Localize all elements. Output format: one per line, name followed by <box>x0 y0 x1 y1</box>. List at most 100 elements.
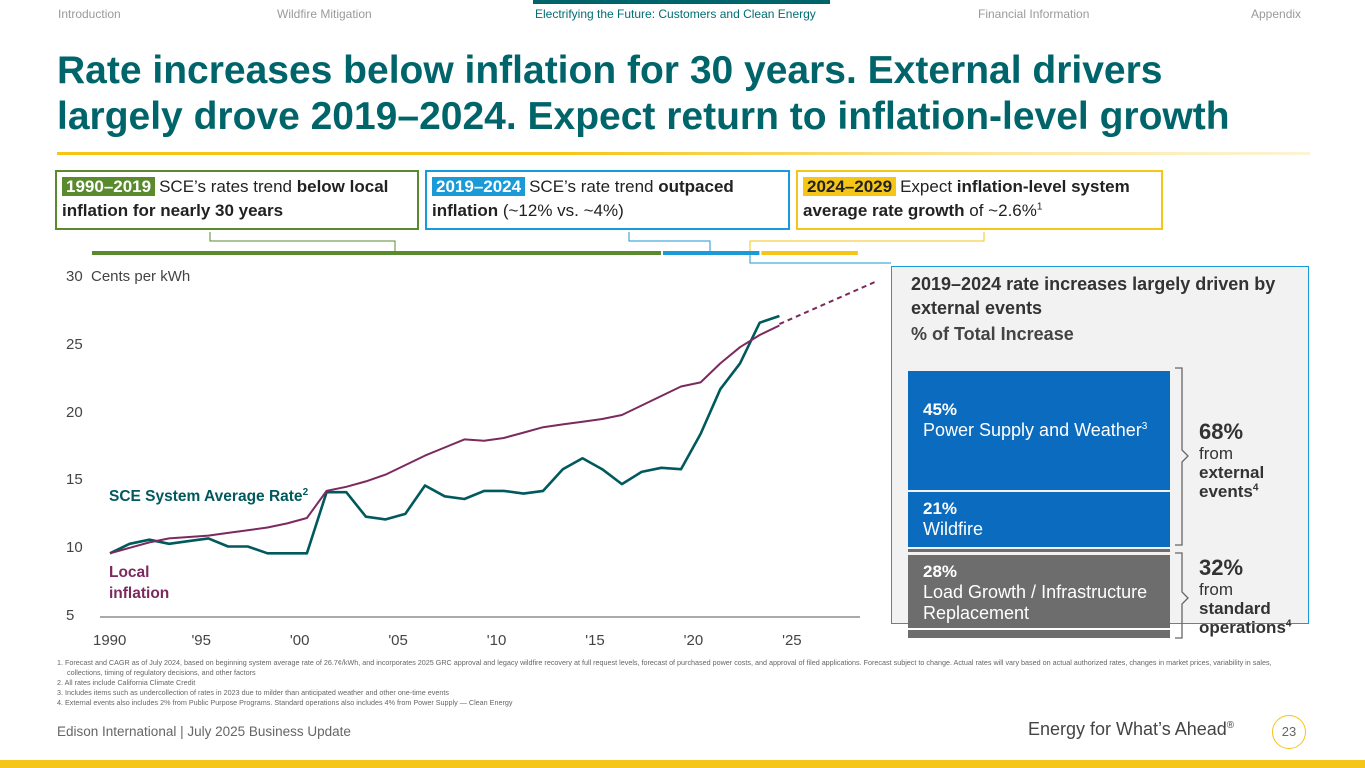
x-tick-label: '25 <box>782 632 802 649</box>
nav-financial-information[interactable]: Financial Information <box>978 7 1090 21</box>
footnote-marker: 4 <box>1252 482 1259 494</box>
x-tick-label: '05 <box>388 632 408 649</box>
series-sce-system-average-rate <box>109 314 780 555</box>
legend-sce-rate-text: SCE System Average Rate <box>109 488 303 505</box>
y-tick-label: 10 <box>66 539 83 557</box>
active-section-indicator <box>533 0 830 4</box>
y-tick-label: 15 <box>66 471 83 489</box>
x-tick-label: '10 <box>486 632 507 649</box>
segment-label: Wildfire <box>923 519 984 539</box>
series-forecast <box>778 279 879 326</box>
brace-external-icon <box>1175 367 1189 546</box>
callout-tag: 2024–2029 <box>803 177 897 196</box>
segment-percent: 45% <box>923 400 958 419</box>
callout-bold-text: outpaced inflation <box>432 177 734 220</box>
page-title-line-1: Rate increases below inflation for 30 ye… <box>57 49 1163 92</box>
panel-connector <box>749 255 891 264</box>
x-tick-label: '95 <box>191 632 211 649</box>
nav-appendix[interactable]: Appendix <box>1251 7 1302 21</box>
brace-percent: 68% <box>1199 419 1244 444</box>
footnote-2: 2. All rates include California Climate … <box>57 678 196 687</box>
y-tick-label: 5 <box>66 607 75 624</box>
x-tick-label: '00 <box>289 632 310 649</box>
registered-mark: ® <box>1226 720 1235 731</box>
brace-line-text: operations <box>1199 618 1286 637</box>
panel-title: 2019–2024 rate increases largely driven … <box>911 274 1276 318</box>
brace-line-bold: standard <box>1199 599 1271 618</box>
bottom-band <box>0 760 1365 768</box>
footer-tagline-text: Energy for What’s Ahead <box>1028 719 1227 739</box>
brace-line-bold-last: operations4 <box>1199 618 1291 637</box>
brace-line-bold: external <box>1199 463 1265 482</box>
callout-text: SCE’s rate trend <box>529 177 659 196</box>
callout-bold-text: below local inflation for nearly 30 year… <box>62 177 389 220</box>
brace-line: from <box>1199 444 1233 463</box>
callout-connectors <box>209 232 985 264</box>
y-tick-label: 20 <box>66 403 83 421</box>
segment-divider <box>908 549 1170 552</box>
period-bar-2024–2029 <box>761 251 858 255</box>
callout-text: Expect <box>900 177 957 196</box>
footer-tagline: Energy for What’s Ahead® <box>1028 719 1234 740</box>
title-divider <box>57 152 1310 155</box>
callout-connector-3 <box>749 232 985 251</box>
brace-line-bold-last: events4 <box>1199 482 1264 501</box>
page-title-line-2: largely drove 2019–2024. Expect return t… <box>57 95 1230 138</box>
brace-standard-icon <box>1175 552 1189 639</box>
brace-line: from <box>1199 580 1233 599</box>
footnote-4: 4. External events also includes 2% from… <box>57 698 513 707</box>
page-title: Rate increases below inflation for 30 ye… <box>57 48 1317 140</box>
callout-tag: 1990–2019 <box>62 177 156 196</box>
segment-wildfire: 21% Wildfire <box>908 492 1170 547</box>
footnote-marker: 3 <box>1141 421 1148 432</box>
y-tick-label: 30 <box>66 268 83 285</box>
segment-percent: 28% <box>923 562 958 581</box>
y-tick-label: 25 <box>66 335 83 353</box>
callout-1990-2019: 1990–2019 SCE’s rates trend below local i… <box>55 170 419 230</box>
legend-local-inflation: Local inflation <box>109 564 170 602</box>
footnotes: 1. Forecast and CAGR as of July 2024, ba… <box>57 658 1307 708</box>
footnote-marker: 2 <box>302 486 309 498</box>
x-tick-label: 1990 <box>93 632 127 649</box>
brace-line-text: events <box>1199 482 1253 501</box>
footnote-1: 1. Forecast and CAGR as of July 2024, ba… <box>57 658 1272 677</box>
segment-label: Load Growth / Infrastructure Replacement <box>923 582 1148 623</box>
period-bar-1990–2019 <box>92 251 661 255</box>
segment-load-growth: 28% Load Growth / Infrastructure Replace… <box>908 555 1170 628</box>
segment-base <box>908 630 1170 638</box>
nav-electrifying-the-future[interactable]: Electrifying the Future: Customers and C… <box>535 7 816 21</box>
segment-label-text: Power Supply and Weather <box>923 420 1142 440</box>
y-axis-label: Cents per kWh <box>91 268 191 285</box>
callout-bold-text: inflation-level system average rate grow… <box>803 177 1130 220</box>
series-local-inflation <box>109 324 780 555</box>
chart-lines <box>109 279 879 555</box>
brace-label-standard: 32% from standard operations4 <box>1199 555 1291 638</box>
segment-percent: 21% <box>923 499 958 518</box>
period-bars <box>92 251 858 255</box>
x-tick-label: '20 <box>683 632 704 649</box>
footnote-marker: 1 <box>1036 201 1043 213</box>
legend-sce-rate: SCE System Average Rate2 <box>109 486 308 507</box>
callout-text-end: of ~2.6% <box>964 201 1037 220</box>
footer-company: Edison International | July 2025 Busines… <box>57 724 351 739</box>
callout-connector-2 <box>628 232 711 251</box>
footnote-3: 3. Includes items such as undercollectio… <box>57 688 449 697</box>
callout-tag: 2019–2024 <box>432 177 526 196</box>
callout-connector-1 <box>209 232 396 251</box>
page-number: 23 <box>1272 715 1306 749</box>
x-tick-label: '15 <box>585 632 605 649</box>
nav-wildfire-mitigation[interactable]: Wildfire Mitigation <box>277 7 372 21</box>
brace-percent: 32% <box>1199 555 1244 580</box>
period-bar-2019–2024 <box>662 251 760 255</box>
segment-power-supply: 45% Power Supply and Weather3 <box>908 371 1170 490</box>
brace-label-external: 68% from external events4 <box>1199 419 1265 502</box>
segment-label: Power Supply and Weather3 <box>923 420 1155 441</box>
callout-2024-2029: 2024–2029 Expect inflation-level system a… <box>796 170 1163 230</box>
footnote-marker: 4 <box>1285 618 1292 630</box>
panel-subtitle: % of Total Increase <box>911 324 1074 344</box>
nav-introduction[interactable]: Introduction <box>58 7 121 21</box>
brace-icons <box>1175 367 1189 639</box>
callout-text-end: (~12% vs. ~4%) <box>498 201 624 220</box>
callout-text: SCE’s rates trend <box>159 177 297 196</box>
